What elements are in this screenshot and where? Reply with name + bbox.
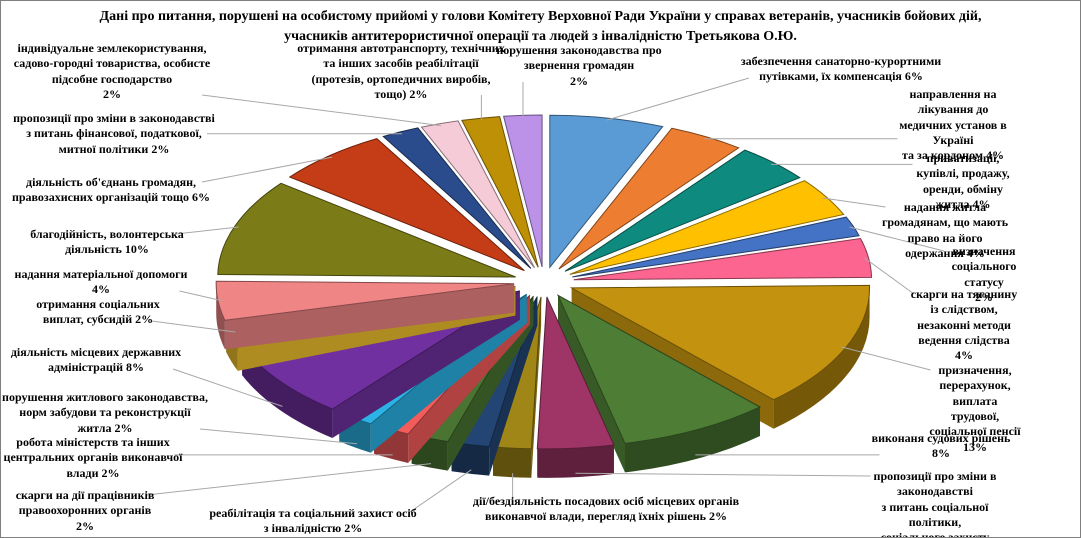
pie-slice-top <box>217 182 516 278</box>
slice-label: індивідуальне землекористування, садово-… <box>13 41 211 102</box>
pie-slice[interactable] <box>556 294 762 473</box>
slice-label: благодійність, волонтерська діяльність 1… <box>30 227 184 257</box>
pie-slice-top <box>215 280 515 321</box>
leader-line <box>606 77 750 121</box>
pie-slice-rim <box>625 407 760 473</box>
leader-line <box>199 428 358 445</box>
leader-line <box>201 156 333 183</box>
chart-title: Дані про питання, порушені на особистому… <box>99 9 982 45</box>
leader-line <box>822 197 886 208</box>
slice-label: порушення законодавства про звернення гр… <box>496 43 662 88</box>
pie-slice-rim <box>216 283 225 350</box>
leader-line <box>146 463 432 496</box>
slice-label: визначення соціального статусу 2% <box>951 244 1017 305</box>
pie-slice-top <box>556 294 762 444</box>
pie-slice-top <box>572 216 860 278</box>
pie-slice[interactable] <box>288 138 525 272</box>
leader-line <box>151 320 236 333</box>
pie-slice[interactable] <box>569 180 845 275</box>
pie-slice-top <box>536 296 615 450</box>
slice-label: скарги на тяганину із слідством, незакон… <box>910 287 1018 363</box>
leader-line <box>575 472 871 477</box>
slice-label: діяльність об'єднань громадян, правозахи… <box>11 175 211 205</box>
leader-line <box>408 469 472 514</box>
pie-slice[interactable] <box>549 114 664 269</box>
slice-label: робота міністерств та інших центральних … <box>3 435 183 480</box>
pie-slice-top <box>558 127 740 270</box>
pie-slice[interactable] <box>558 127 740 270</box>
slice-label: призначення, перерахунок, виплата трудов… <box>929 363 1021 454</box>
slice-label: реабілітація та соціальний захист осіб з… <box>209 506 417 536</box>
slice-label: скарги на дії працівників правоохоронних… <box>15 488 155 533</box>
slice-label: надання матеріальної допомоги 4% <box>14 267 188 297</box>
leader-line <box>864 257 915 295</box>
slice-label: отримання соціальних виплат, субсидій 2% <box>36 297 160 327</box>
slice-label: дії/бездіяльність посадових осіб місцеви… <box>472 494 740 524</box>
pie-slice[interactable] <box>461 116 539 268</box>
pie-slice-top <box>564 149 801 272</box>
slice-label: діяльність місцевих державних адміністра… <box>10 345 182 375</box>
pie-slice[interactable] <box>572 216 860 278</box>
slice-label: виконаня судових рішень 8% <box>871 431 1011 461</box>
pie-slice-side <box>224 283 515 350</box>
leader-line <box>175 226 239 235</box>
slice-label: направлення на лікування до медичних уст… <box>899 87 1007 163</box>
pie-slice[interactable] <box>382 127 532 269</box>
pie-slice-top <box>549 114 664 269</box>
pie-slice-rim <box>451 442 490 476</box>
slice-label: отримання автотранспорту, технічних та і… <box>297 41 505 102</box>
pie-slice-top <box>420 120 535 269</box>
pie-slice[interactable] <box>536 296 615 478</box>
slice-label: забезпечення санаторно-курортними путівк… <box>740 54 942 84</box>
pie-slice-top <box>461 116 539 268</box>
slice-label: пропозиції про зміни в законодавстві з п… <box>873 469 997 538</box>
pie-slice[interactable] <box>573 237 873 281</box>
pie-slice-top <box>382 127 532 269</box>
leader-line <box>172 368 283 407</box>
pie-slice-top <box>288 138 525 272</box>
slice-label: порушення житлового законодавства, норм … <box>2 390 208 435</box>
pie-slice-top <box>573 237 873 281</box>
leader-line <box>841 346 931 371</box>
pie-slice[interactable] <box>217 182 516 278</box>
leader-line <box>201 94 441 127</box>
pie-slice-rim <box>242 346 333 438</box>
slice-label: пропозиції про зміни в законодавстві з п… <box>13 111 215 156</box>
pie-slice-rim <box>493 446 532 478</box>
slice-label: приватизації, купівлі, продажу, оренди, … <box>916 151 1010 212</box>
leader-line <box>179 290 223 302</box>
leader-line <box>849 226 945 252</box>
pie-slice-side <box>558 295 625 473</box>
pie-slice[interactable] <box>420 120 535 269</box>
pie-slice[interactable] <box>564 149 801 272</box>
pie-slice[interactable] <box>215 280 515 350</box>
pie-slice-rim <box>537 445 614 478</box>
slice-label: надання житла громадянам, що мають право… <box>881 200 1009 261</box>
pie-slice-rim <box>773 287 870 429</box>
pie-slice-top <box>569 180 845 275</box>
